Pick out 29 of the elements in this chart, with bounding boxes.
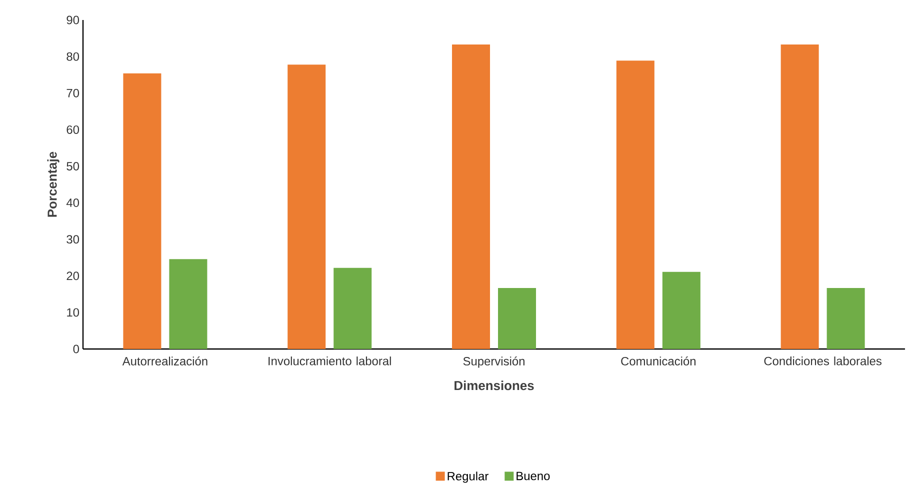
bar xyxy=(123,73,162,349)
bar xyxy=(452,44,490,349)
bar xyxy=(498,288,536,349)
bar xyxy=(288,64,326,349)
y-tick-label: 90 xyxy=(66,16,80,24)
x-tick-label: Comunicación xyxy=(621,356,696,366)
y-tick-label: 70 xyxy=(66,88,80,98)
x-tick-label: Condiciones laborales xyxy=(764,356,882,366)
y-tick-label: 40 xyxy=(66,198,80,208)
bar xyxy=(334,268,372,349)
x-axis-title: Dimensiones xyxy=(454,380,534,390)
bar xyxy=(169,259,208,349)
y-tick-label: 80 xyxy=(66,52,80,61)
y-tick-label: 0 xyxy=(73,344,80,354)
y-tick-label: 10 xyxy=(67,308,80,317)
legend-label: Bueno xyxy=(516,472,550,480)
legend-label: Regular xyxy=(448,472,488,483)
y-tick-label: 60 xyxy=(66,125,80,134)
x-tick-label: Supervisión xyxy=(463,356,524,368)
bar xyxy=(780,44,819,349)
y-tick-label: 30 xyxy=(66,235,80,244)
bar xyxy=(616,60,654,349)
bar xyxy=(662,272,700,349)
y-tick-label: 20 xyxy=(66,272,80,280)
x-tick-label: Involucramiento laboral xyxy=(268,356,391,366)
y-tick-label: 50 xyxy=(66,162,80,170)
y-axis-title: Porcentaje xyxy=(47,152,60,217)
bar xyxy=(826,288,865,349)
x-tick-label: Autorrealización xyxy=(122,356,208,366)
